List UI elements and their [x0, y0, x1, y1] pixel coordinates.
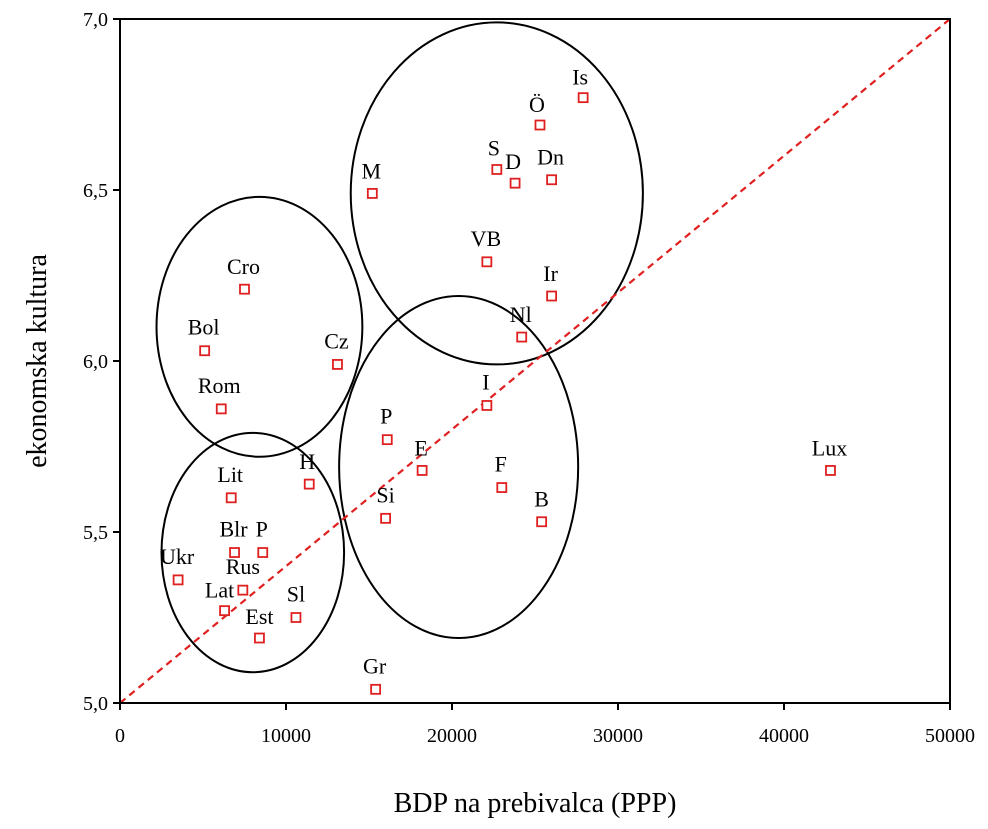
y-tick-label: 5,0: [83, 693, 108, 715]
data-point: [534, 119, 546, 131]
data-point: [546, 174, 557, 186]
y-tick-label: 5,5: [83, 522, 108, 544]
point-label: B: [534, 487, 549, 512]
cluster-ellipse: [160, 431, 346, 674]
x-tick-label: 50000: [925, 725, 975, 747]
x-tick-label: 30000: [593, 725, 643, 747]
point-label: Rus: [226, 554, 260, 579]
data-point: [199, 345, 211, 357]
data-point: [509, 177, 521, 189]
data-point: [239, 283, 250, 295]
point-label: Lat: [205, 578, 234, 603]
data-point: [237, 584, 249, 596]
x-tick-label: 20000: [427, 725, 477, 747]
y-tick-label: 7,0: [83, 9, 108, 31]
data-point: [481, 400, 493, 411]
data-point: [229, 547, 240, 558]
data-point: [225, 492, 237, 504]
data-point: [332, 359, 343, 370]
data-point: [481, 256, 493, 268]
point-label: S: [488, 135, 500, 160]
data-point: [257, 547, 269, 558]
data-points: [172, 92, 836, 695]
point-label: E: [414, 435, 427, 460]
cluster-ellipse: [155, 195, 364, 458]
data-point: [380, 512, 392, 524]
data-point: [825, 465, 836, 476]
data-point: [215, 403, 227, 415]
y-axis-title: ekonomska kultura: [22, 254, 53, 468]
x-axis-title: BDP na prebivalca (PPP): [394, 788, 677, 819]
x-tick-label: 0: [115, 725, 125, 747]
point-label: Rom: [198, 373, 241, 398]
data-point: [381, 434, 393, 446]
point-label: VB: [471, 226, 502, 251]
y-axis-ticks: 5,0 5,5 6,0 6,5 7,0: [83, 9, 120, 715]
data-point: [516, 331, 528, 343]
point-label: Gr: [363, 653, 387, 678]
point-label: I: [482, 369, 489, 394]
data-point: [303, 478, 315, 490]
point-label: Is: [572, 65, 588, 90]
data-point: [491, 164, 503, 175]
point-label: M: [362, 158, 382, 183]
data-point: [546, 290, 557, 302]
point-label: F: [495, 452, 507, 477]
point-label: Lit: [217, 462, 243, 487]
data-point: [219, 605, 230, 617]
point-label: Nl: [510, 302, 532, 327]
data-point: [172, 574, 184, 586]
point-label: Lux: [812, 435, 847, 460]
x-tick-label: 40000: [759, 725, 809, 747]
data-point: [536, 516, 548, 528]
data-point: [254, 632, 265, 644]
cluster-ellipses: [155, 21, 644, 674]
point-label: Cro: [227, 254, 260, 279]
data-point: [370, 683, 382, 695]
point-label: Blr: [219, 517, 248, 542]
x-tick-label: 10000: [261, 725, 311, 747]
point-label: Ukr: [160, 544, 195, 569]
y-tick-label: 6,0: [83, 351, 108, 373]
point-label: Cz: [324, 328, 349, 353]
data-point: [577, 92, 589, 104]
point-label: Sl: [287, 582, 305, 607]
data-point: [416, 465, 428, 476]
data-point: [290, 612, 302, 623]
data-point: [366, 188, 378, 199]
point-label: H: [299, 449, 315, 474]
point-label: Ir: [543, 261, 558, 286]
point-label: P: [256, 517, 268, 542]
data-point: [496, 482, 508, 493]
point-label: Bol: [188, 315, 220, 340]
point-label: Dn: [537, 145, 564, 170]
point-label: Si: [376, 482, 394, 507]
point-label: D: [505, 149, 521, 174]
point-label: Ö: [529, 92, 545, 117]
cluster-ellipse: [349, 21, 644, 366]
cluster-ellipse: [338, 295, 580, 640]
y-tick-label: 6,5: [83, 180, 108, 202]
point-label: Est: [245, 604, 273, 629]
point-label: P: [380, 404, 392, 429]
x-axis-ticks: 0 10000 20000 30000 40000 50000: [115, 703, 975, 747]
